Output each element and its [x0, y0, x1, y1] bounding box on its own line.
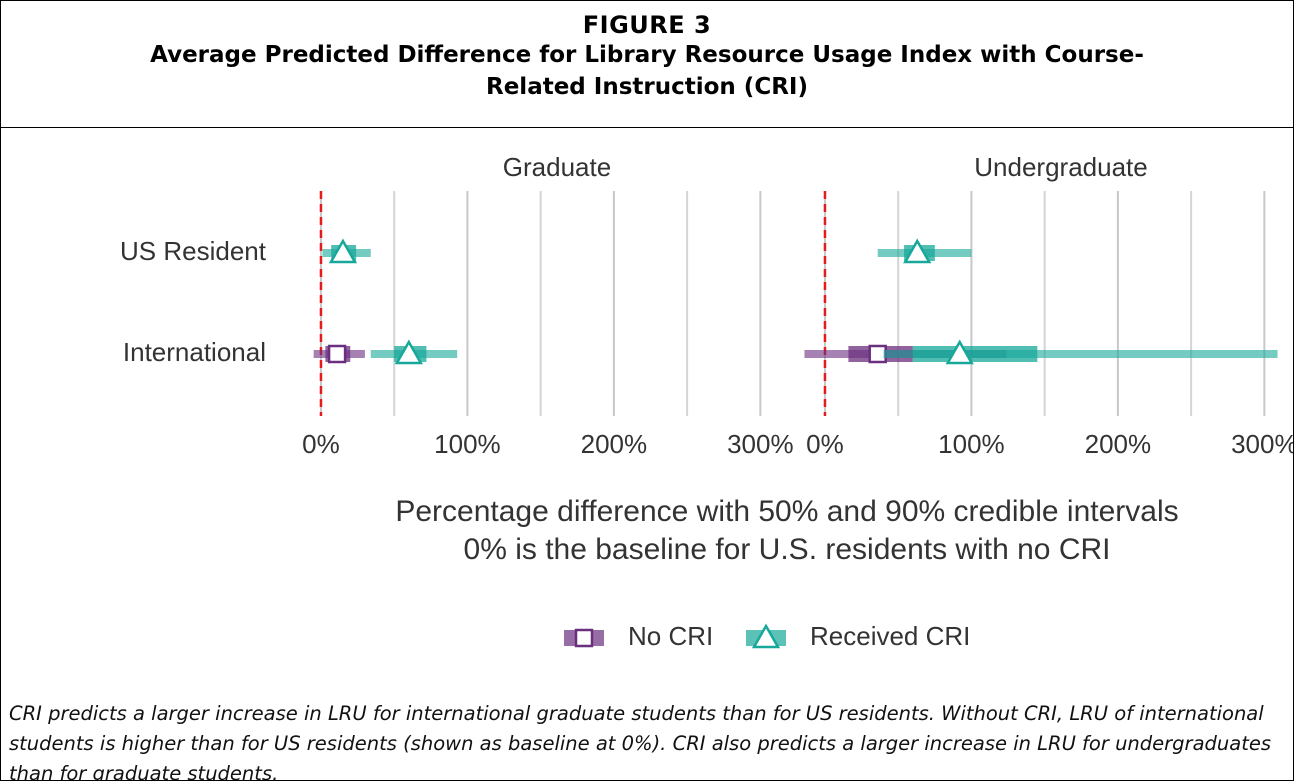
x-tick-label: 0% [806, 429, 844, 459]
ci50-bar [912, 346, 1038, 362]
x-tick-label: 200% [581, 429, 648, 459]
y-tick-label: US Resident [120, 236, 267, 266]
estimate-point [868, 344, 887, 364]
facet-title: Graduate [503, 152, 611, 182]
x-tick-label: 0% [302, 429, 340, 459]
x-tick-label: 100% [434, 429, 501, 459]
legend-label: Received CRI [810, 621, 970, 651]
x-tick-label: 100% [938, 429, 1005, 459]
x-tick-label: 300% [727, 429, 794, 459]
x-axis-label: 0% is the baseline for U.S. residents wi… [464, 533, 1111, 566]
y-tick-label: International [123, 337, 266, 367]
estimate-point [903, 238, 932, 264]
caption: CRI predicts a larger increase in LRU fo… [9, 702, 1272, 781]
figure-label: FIGURE 3 [582, 11, 712, 39]
legend-label: No CRI [628, 621, 713, 651]
x-tick-label: 200% [1085, 429, 1152, 459]
facet-title: Undergraduate [974, 152, 1147, 182]
x-axis-label: Percentage difference with 50% and 90% c… [395, 495, 1178, 528]
header: FIGURE 3 Average Predicted Difference fo… [1, 1, 1293, 128]
legend-marker [751, 623, 781, 649]
chart: US Resident International Graduate 0% 100% 20… [120, 152, 1293, 651]
chart-title: Average Predicted Difference for Library… [150, 42, 1144, 100]
estimate-point [327, 344, 347, 364]
estimate-point [328, 238, 358, 264]
x-tick-label: 300% [1231, 429, 1293, 459]
estimate-point [945, 339, 974, 365]
legend-marker [574, 628, 594, 648]
ci90-bar [883, 350, 1278, 358]
estimate-point [394, 339, 423, 365]
